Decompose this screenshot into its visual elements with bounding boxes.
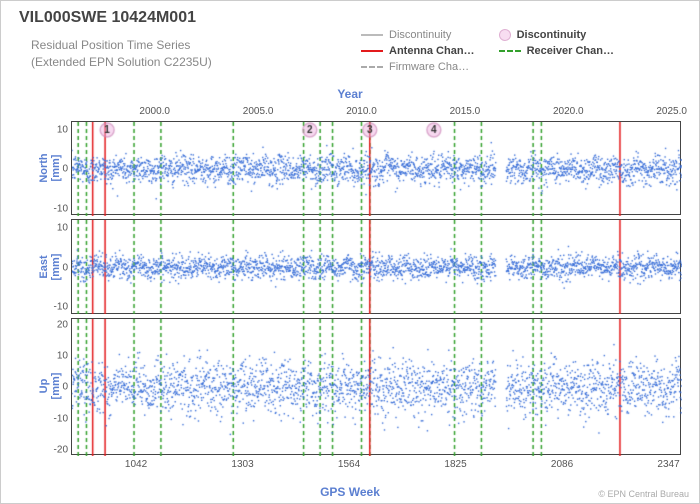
week-tick: 2347 — [657, 459, 679, 470]
panels-area: North[mm]-100102000.02005.02010.02015.02… — [71, 121, 681, 455]
chart-title: VIL000SWE 10424M001 — [19, 9, 196, 27]
ytick: -10 — [42, 413, 68, 424]
ytick: -20 — [42, 444, 68, 455]
year-tick: 2025.0 — [656, 106, 687, 117]
ytick: -10 — [42, 203, 68, 214]
legend: Discontinuity Discontinuity Antenna Chan… — [361, 29, 614, 73]
chart-subtitle: Residual Position Time Series (Extended … — [31, 37, 212, 71]
ytick: -10 — [42, 302, 68, 313]
ytick: 0 — [42, 262, 68, 273]
ytick: 20 — [42, 320, 68, 331]
week-tick: 2086 — [551, 459, 573, 470]
chart-container: VIL000SWE 10424M001 Residual Position Ti… — [0, 0, 700, 504]
year-tick: 2000.0 — [139, 106, 170, 117]
subtitle-line1: Residual Position Time Series — [31, 38, 190, 52]
footer-credit: © EPN Central Bureau — [598, 489, 689, 499]
ytick: 10 — [42, 351, 68, 362]
week-tick: 1042 — [125, 459, 147, 470]
panel-north: North[mm]-100102000.02005.02010.02015.02… — [71, 121, 681, 215]
year-tick: 2005.0 — [243, 106, 274, 117]
legend-antenna: Antenna Chan… — [361, 45, 475, 57]
ytick: 10 — [42, 124, 68, 135]
panel-canvas-north — [72, 122, 682, 216]
week-tick: 1564 — [338, 459, 360, 470]
year-tick: 2020.0 — [553, 106, 584, 117]
subtitle-line2: (Extended EPN Solution C2235U) — [31, 55, 212, 69]
week-tick: 1825 — [444, 459, 466, 470]
panel-canvas-up — [72, 319, 682, 456]
week-tick: 1303 — [231, 459, 253, 470]
legend-discontinuity-marker: Discontinuity — [499, 29, 614, 41]
ytick: 0 — [42, 382, 68, 393]
legend-discontinuity-gray: Discontinuity — [361, 29, 475, 41]
panel-canvas-east — [72, 220, 682, 314]
legend-receiver: Receiver Chan… — [499, 45, 614, 57]
year-tick: 2015.0 — [450, 106, 481, 117]
top-axis-label: Year — [337, 87, 362, 101]
ytick: 10 — [42, 223, 68, 234]
bottom-axis-label: GPS Week — [320, 485, 380, 499]
ytick: 0 — [42, 164, 68, 175]
panel-up: Up[mm]-20-100102010421303156418252086234… — [71, 318, 681, 455]
year-tick: 2010.0 — [346, 106, 377, 117]
legend-firmware: Firmware Cha… — [361, 61, 475, 73]
panel-east: East[mm]-10010 — [71, 219, 681, 313]
